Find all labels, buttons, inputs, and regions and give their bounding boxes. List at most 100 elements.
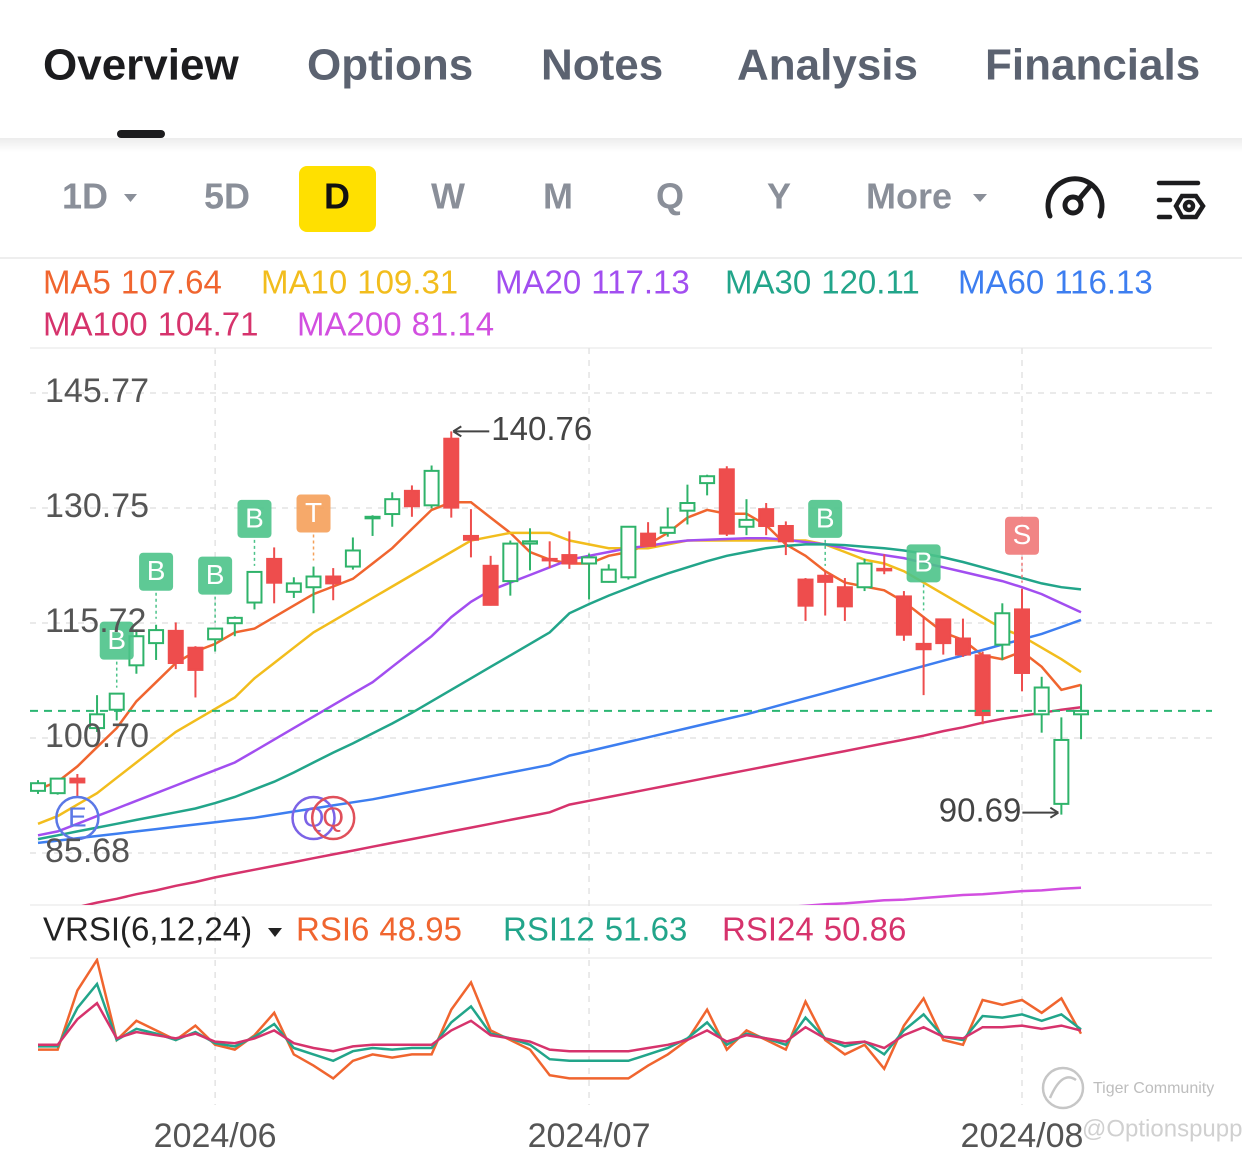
legend-name: MA200 [297, 306, 402, 343]
legend-name: MA100 [43, 306, 148, 343]
candle-body [876, 567, 893, 572]
candle-body [423, 469, 440, 507]
candle-body [738, 518, 755, 528]
marker-label: B [107, 624, 126, 655]
candle-body [1033, 686, 1050, 716]
candle-body [344, 549, 361, 568]
candle-body [167, 629, 184, 665]
marker-label: B [914, 547, 933, 578]
tab[interactable]: Options [307, 41, 473, 90]
watermark-text: Tiger Community [1093, 1080, 1214, 1097]
dropdown-caret [973, 194, 987, 202]
tab[interactable]: Analysis [737, 41, 918, 90]
marker-badge [99, 621, 134, 660]
legend-value: 109.31 [357, 264, 458, 301]
period-option[interactable]: M [543, 176, 573, 217]
candle-body [856, 562, 873, 589]
x-tick-label: 2024/08 [961, 1117, 1084, 1155]
marker-label: S [1013, 519, 1032, 550]
period-highlight [299, 166, 376, 232]
candle-body [758, 508, 775, 527]
candle-body [659, 526, 676, 534]
candle-body [895, 595, 912, 636]
candle-body [581, 556, 598, 565]
event-marker [55, 795, 100, 841]
candle-body [600, 568, 617, 583]
period-option[interactable]: More [866, 176, 952, 217]
marker-label: T [305, 497, 322, 528]
rsi-plot [38, 958, 1083, 1080]
legend-name: RSI24 [722, 911, 814, 948]
candle-body [915, 642, 932, 651]
marker-badge [808, 499, 843, 538]
period-option[interactable]: 1D [62, 176, 108, 217]
candle-body [462, 534, 479, 541]
candle-body [954, 637, 971, 656]
tab[interactable]: Overview [43, 41, 239, 90]
annotation-arrow [452, 425, 490, 438]
marker-badge [237, 499, 272, 538]
period-option[interactable]: D [324, 176, 350, 217]
indicator-icon[interactable] [1045, 176, 1105, 219]
settings-icon[interactable] [1156, 180, 1206, 220]
period-option[interactable]: 5D [204, 176, 250, 217]
legend-value: 117.13 [591, 264, 689, 301]
period-bar: 1D 5D D W M Q Y More [62, 166, 952, 232]
candle-body [207, 627, 224, 641]
marker-label: B [816, 502, 835, 533]
event-label: Q [322, 801, 344, 832]
candle-body [108, 692, 125, 711]
price-plot [30, 431, 1212, 905]
event-label: E [68, 801, 87, 832]
event-marker [310, 795, 356, 841]
legend-value: 50.86 [824, 911, 907, 948]
candle-body [226, 616, 243, 625]
candle-body [522, 540, 538, 545]
candle-body [974, 654, 991, 717]
marker-badge [139, 552, 174, 591]
watermark-text: @Optionspuppy [1082, 1115, 1242, 1142]
legend-name: MA10 [261, 264, 347, 301]
legend-name: MA30 [725, 264, 811, 301]
period-option[interactable]: W [431, 176, 465, 217]
tab-underline [117, 130, 165, 138]
watermark: Tiger Community @Optionspuppy [1041, 1066, 1242, 1142]
y-tick-label: 85.68 [45, 832, 130, 870]
candle-body [502, 542, 519, 583]
candle-body [817, 574, 834, 583]
period-option[interactable]: Y [767, 176, 791, 217]
period-option[interactable]: Q [656, 176, 684, 217]
candle-body [994, 612, 1011, 646]
legend-value: 48.95 [379, 911, 462, 948]
y-tick-label: 115.72 [45, 602, 146, 640]
dropdown-caret [124, 194, 137, 202]
candle-body [718, 468, 735, 535]
indicator-title[interactable]: VRSI(6,12,24) [43, 911, 252, 948]
tabs: Overview Options Notes Analysis Financials [43, 41, 1200, 90]
tab-bar [0, 0, 1242, 138]
candle-body [443, 437, 460, 509]
tab-shadow [0, 138, 1242, 152]
candle-body [30, 782, 46, 792]
tab[interactable]: Financials [985, 41, 1200, 90]
ma-legend: MA5 107.64 MA10 109.31 MA20 117.13 MA30 120.11 M… [43, 264, 1153, 343]
candle-body [246, 570, 263, 604]
annotation-arrow [1022, 806, 1059, 819]
rsi-legend: RSI6 48.95 RSI12 51.63 RSI24 50.86 [296, 911, 906, 948]
legend-name: MA20 [495, 264, 581, 301]
y-tick-label: 145.77 [45, 372, 149, 410]
candle-body [699, 475, 716, 485]
event-marker [291, 795, 336, 841]
x-axis: 2024/06 2024/07 2024/08 [154, 1117, 1084, 1155]
candle-body [935, 618, 952, 645]
legend-name: RSI12 [503, 911, 595, 948]
legend-value: 81.14 [412, 306, 495, 343]
candle-body [1014, 608, 1030, 674]
tab[interactable]: Notes [541, 41, 663, 90]
candle-body [482, 564, 499, 606]
candle-body [1053, 738, 1070, 805]
rsi-line [38, 1001, 1082, 1053]
high-annotation: 140.76 [491, 410, 592, 447]
